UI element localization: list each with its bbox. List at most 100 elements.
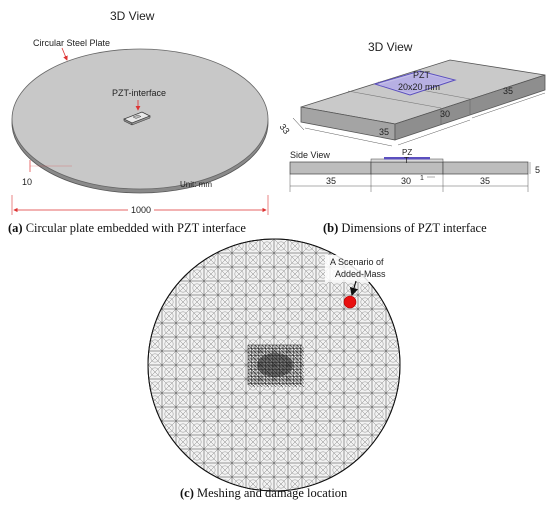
mesh-node: [374, 381, 384, 391]
mesh-node: [150, 297, 160, 307]
mesh-node: [290, 479, 300, 489]
mesh-node: [304, 451, 314, 461]
mesh-node: [360, 367, 370, 377]
mesh-node: [332, 325, 342, 335]
mesh-node: [262, 339, 272, 349]
panel-a-view-title: 3D View: [110, 9, 155, 23]
mesh-node: [192, 437, 202, 447]
mesh-node: [388, 437, 398, 447]
mesh-node: [360, 241, 370, 251]
mesh-node: [262, 283, 272, 293]
mesh-node: [276, 409, 286, 419]
mesh-node: [304, 381, 314, 391]
mesh-node: [276, 325, 286, 335]
mesh-node: [164, 353, 174, 363]
mesh-node: [318, 325, 328, 335]
mesh-node: [318, 381, 328, 391]
mesh-node: [248, 423, 258, 433]
mesh-node: [178, 395, 188, 405]
mesh-node: [262, 311, 272, 321]
mesh-node: [262, 241, 272, 251]
mesh-node: [347, 494, 355, 502]
mesh-node: [374, 409, 384, 419]
mesh-node: [389, 494, 397, 502]
mesh-node: [346, 479, 356, 489]
side-mid-label: 30: [401, 176, 411, 186]
side-right-label: 35: [480, 176, 490, 186]
mesh-node: [234, 395, 244, 405]
mesh-node: [332, 437, 342, 447]
mesh-node: [234, 465, 244, 475]
mesh-node: [318, 451, 328, 461]
mesh-node: [262, 297, 272, 307]
pzt-label-3d: PZT: [413, 70, 431, 80]
mesh-node: [403, 410, 411, 418]
mesh-node: [276, 451, 286, 461]
mesh-node: [262, 255, 272, 265]
mesh-node: [192, 451, 202, 461]
mesh-node: [388, 339, 398, 349]
mesh-node: [150, 255, 160, 265]
mesh-node: [164, 381, 174, 391]
mesh-node: [403, 382, 411, 390]
mesh-node: [304, 465, 314, 475]
side-thick-label: 5: [535, 165, 540, 175]
mesh-node: [360, 325, 370, 335]
mesh-node: [262, 409, 272, 419]
mesh-node: [332, 409, 342, 419]
mesh-node: [234, 325, 244, 335]
mesh-node: [290, 255, 300, 265]
mesh-node: [151, 494, 159, 502]
caption-b: (b) Dimensions of PZT interface: [323, 221, 487, 235]
mesh-node: [192, 381, 202, 391]
mesh-node: [346, 311, 356, 321]
mesh-node: [374, 465, 384, 475]
mesh-node: [220, 451, 230, 461]
mesh-node: [192, 339, 202, 349]
mesh-node: [318, 353, 328, 363]
mesh-node: [403, 270, 411, 278]
side-left-label: 35: [326, 176, 336, 186]
mesh-node: [220, 339, 230, 349]
mesh-node: [290, 339, 300, 349]
mesh-node: [318, 465, 328, 475]
mesh-node: [304, 269, 314, 279]
mesh-node: [150, 479, 160, 489]
mesh-node: [234, 255, 244, 265]
mesh-node: [374, 311, 384, 321]
dim-depth: 33: [278, 122, 292, 136]
mesh-node: [248, 437, 258, 447]
mesh-node: [178, 311, 188, 321]
mesh-node: [332, 241, 342, 251]
mesh-node: [206, 409, 216, 419]
mesh-node: [262, 423, 272, 433]
mesh-node: [276, 283, 286, 293]
side-view-title: Side View: [290, 150, 330, 160]
mesh-node: [248, 283, 258, 293]
mesh-node: [403, 494, 411, 502]
mesh-node: [178, 423, 188, 433]
mesh-node: [150, 451, 160, 461]
mesh-node: [318, 367, 328, 377]
mesh-node: [290, 269, 300, 279]
mesh-node: [206, 283, 216, 293]
mesh-node: [304, 367, 314, 377]
panel-b-view-title: 3D View: [368, 40, 413, 54]
mesh-node: [248, 269, 258, 279]
mesh-node: [276, 255, 286, 265]
mesh-node: [164, 269, 174, 279]
mesh-node: [178, 451, 188, 461]
mesh-node: [206, 367, 216, 377]
mesh-node: [388, 367, 398, 377]
mesh-node: [403, 480, 411, 488]
mesh-node: [248, 409, 258, 419]
added-mass-note-line1: A Scenario of: [330, 257, 384, 267]
mesh-node: [374, 241, 384, 251]
mesh-node: [234, 283, 244, 293]
mesh-node: [304, 395, 314, 405]
mesh-node: [403, 354, 411, 362]
mesh-node: [276, 423, 286, 433]
plate-label-arrow: [61, 47, 68, 61]
mesh-node: [318, 297, 328, 307]
mesh-node: [248, 465, 258, 475]
